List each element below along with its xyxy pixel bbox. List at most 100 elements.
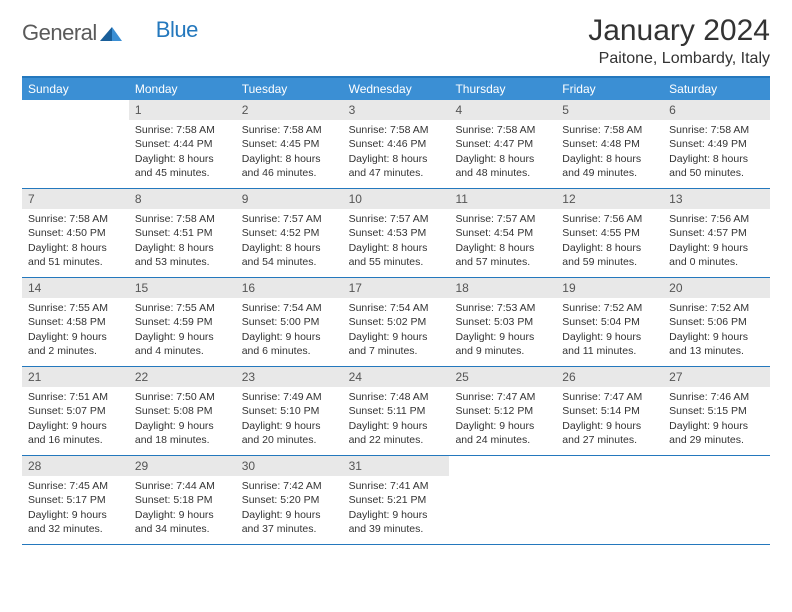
day-number: 20 (663, 278, 770, 298)
day-details: Sunrise: 7:58 AMSunset: 4:44 PMDaylight:… (129, 120, 236, 186)
day-details: Sunrise: 7:42 AMSunset: 5:20 PMDaylight:… (236, 476, 343, 542)
day-cell: 5Sunrise: 7:58 AMSunset: 4:48 PMDaylight… (556, 100, 663, 188)
day-cell: 12Sunrise: 7:56 AMSunset: 4:55 PMDayligh… (556, 189, 663, 277)
day-details: Sunrise: 7:58 AMSunset: 4:47 PMDaylight:… (449, 120, 556, 186)
title-block: January 2024 Paitone, Lombardy, Italy (588, 14, 770, 68)
day-details: Sunrise: 7:54 AMSunset: 5:00 PMDaylight:… (236, 298, 343, 364)
day-number: 19 (556, 278, 663, 298)
day-cell: 10Sunrise: 7:57 AMSunset: 4:53 PMDayligh… (343, 189, 450, 277)
day-cell: 21Sunrise: 7:51 AMSunset: 5:07 PMDayligh… (22, 367, 129, 455)
day-details: Sunrise: 7:44 AMSunset: 5:18 PMDaylight:… (129, 476, 236, 542)
month-title: January 2024 (588, 14, 770, 48)
day-cell: 27Sunrise: 7:46 AMSunset: 5:15 PMDayligh… (663, 367, 770, 455)
day-number: 8 (129, 189, 236, 209)
day-details: Sunrise: 7:51 AMSunset: 5:07 PMDaylight:… (22, 387, 129, 453)
day-details: Sunrise: 7:58 AMSunset: 4:51 PMDaylight:… (129, 209, 236, 275)
day-cell: 29Sunrise: 7:44 AMSunset: 5:18 PMDayligh… (129, 456, 236, 544)
day-details: Sunrise: 7:52 AMSunset: 5:06 PMDaylight:… (663, 298, 770, 364)
day-details: Sunrise: 7:54 AMSunset: 5:02 PMDaylight:… (343, 298, 450, 364)
day-header: Thursday (449, 78, 556, 100)
empty-cell (22, 100, 129, 188)
day-cell: 20Sunrise: 7:52 AMSunset: 5:06 PMDayligh… (663, 278, 770, 366)
day-cell: 7Sunrise: 7:58 AMSunset: 4:50 PMDaylight… (22, 189, 129, 277)
day-number: 11 (449, 189, 556, 209)
day-cell: 26Sunrise: 7:47 AMSunset: 5:14 PMDayligh… (556, 367, 663, 455)
day-cell: 3Sunrise: 7:58 AMSunset: 4:46 PMDaylight… (343, 100, 450, 188)
day-number: 12 (556, 189, 663, 209)
week-row: 21Sunrise: 7:51 AMSunset: 5:07 PMDayligh… (22, 367, 770, 456)
day-cell: 23Sunrise: 7:49 AMSunset: 5:10 PMDayligh… (236, 367, 343, 455)
day-number: 16 (236, 278, 343, 298)
location-subtitle: Paitone, Lombardy, Italy (588, 50, 770, 68)
day-number: 4 (449, 100, 556, 120)
day-number: 14 (22, 278, 129, 298)
day-cell: 14Sunrise: 7:55 AMSunset: 4:58 PMDayligh… (22, 278, 129, 366)
day-number: 13 (663, 189, 770, 209)
day-cell: 28Sunrise: 7:45 AMSunset: 5:17 PMDayligh… (22, 456, 129, 544)
day-number: 21 (22, 367, 129, 387)
brand-text-general: General (22, 20, 97, 46)
week-row: 28Sunrise: 7:45 AMSunset: 5:17 PMDayligh… (22, 456, 770, 545)
day-header: Tuesday (236, 78, 343, 100)
brand-triangle-icon (100, 24, 122, 42)
day-details: Sunrise: 7:49 AMSunset: 5:10 PMDaylight:… (236, 387, 343, 453)
day-number: 29 (129, 456, 236, 476)
day-cell: 24Sunrise: 7:48 AMSunset: 5:11 PMDayligh… (343, 367, 450, 455)
day-details: Sunrise: 7:41 AMSunset: 5:21 PMDaylight:… (343, 476, 450, 542)
page-header: General Blue January 2024 Paitone, Lomba… (22, 14, 770, 68)
day-details: Sunrise: 7:58 AMSunset: 4:50 PMDaylight:… (22, 209, 129, 275)
day-header: Monday (129, 78, 236, 100)
calendar-grid: SundayMondayTuesdayWednesdayThursdayFrid… (22, 76, 770, 545)
day-cell: 17Sunrise: 7:54 AMSunset: 5:02 PMDayligh… (343, 278, 450, 366)
day-number: 15 (129, 278, 236, 298)
day-details: Sunrise: 7:47 AMSunset: 5:14 PMDaylight:… (556, 387, 663, 453)
day-header: Friday (556, 78, 663, 100)
empty-cell (556, 456, 663, 544)
day-details: Sunrise: 7:57 AMSunset: 4:53 PMDaylight:… (343, 209, 450, 275)
day-number: 18 (449, 278, 556, 298)
brand-logo: General Blue (22, 14, 198, 46)
day-cell: 6Sunrise: 7:58 AMSunset: 4:49 PMDaylight… (663, 100, 770, 188)
day-details: Sunrise: 7:57 AMSunset: 4:52 PMDaylight:… (236, 209, 343, 275)
day-number: 25 (449, 367, 556, 387)
day-number: 10 (343, 189, 450, 209)
weeks-container: 1Sunrise: 7:58 AMSunset: 4:44 PMDaylight… (22, 100, 770, 545)
day-details: Sunrise: 7:48 AMSunset: 5:11 PMDaylight:… (343, 387, 450, 453)
day-number: 5 (556, 100, 663, 120)
week-row: 14Sunrise: 7:55 AMSunset: 4:58 PMDayligh… (22, 278, 770, 367)
day-number: 27 (663, 367, 770, 387)
day-number: 6 (663, 100, 770, 120)
day-cell: 8Sunrise: 7:58 AMSunset: 4:51 PMDaylight… (129, 189, 236, 277)
day-header-row: SundayMondayTuesdayWednesdayThursdayFrid… (22, 78, 770, 100)
day-details: Sunrise: 7:56 AMSunset: 4:55 PMDaylight:… (556, 209, 663, 275)
day-details: Sunrise: 7:53 AMSunset: 5:03 PMDaylight:… (449, 298, 556, 364)
day-number: 22 (129, 367, 236, 387)
day-details: Sunrise: 7:47 AMSunset: 5:12 PMDaylight:… (449, 387, 556, 453)
week-row: 7Sunrise: 7:58 AMSunset: 4:50 PMDaylight… (22, 189, 770, 278)
day-details: Sunrise: 7:56 AMSunset: 4:57 PMDaylight:… (663, 209, 770, 275)
day-cell: 16Sunrise: 7:54 AMSunset: 5:00 PMDayligh… (236, 278, 343, 366)
day-details: Sunrise: 7:46 AMSunset: 5:15 PMDaylight:… (663, 387, 770, 453)
empty-cell (449, 456, 556, 544)
day-details: Sunrise: 7:45 AMSunset: 5:17 PMDaylight:… (22, 476, 129, 542)
week-row: 1Sunrise: 7:58 AMSunset: 4:44 PMDaylight… (22, 100, 770, 189)
day-cell: 30Sunrise: 7:42 AMSunset: 5:20 PMDayligh… (236, 456, 343, 544)
empty-cell (663, 456, 770, 544)
day-header: Wednesday (343, 78, 450, 100)
day-number: 23 (236, 367, 343, 387)
day-number: 31 (343, 456, 450, 476)
brand-text-blue: Blue (156, 17, 198, 43)
day-details: Sunrise: 7:50 AMSunset: 5:08 PMDaylight:… (129, 387, 236, 453)
day-cell: 2Sunrise: 7:58 AMSunset: 4:45 PMDaylight… (236, 100, 343, 188)
day-cell: 1Sunrise: 7:58 AMSunset: 4:44 PMDaylight… (129, 100, 236, 188)
day-number: 3 (343, 100, 450, 120)
day-details: Sunrise: 7:55 AMSunset: 4:59 PMDaylight:… (129, 298, 236, 364)
day-details: Sunrise: 7:52 AMSunset: 5:04 PMDaylight:… (556, 298, 663, 364)
day-header: Saturday (663, 78, 770, 100)
day-number: 17 (343, 278, 450, 298)
day-cell: 15Sunrise: 7:55 AMSunset: 4:59 PMDayligh… (129, 278, 236, 366)
day-details: Sunrise: 7:57 AMSunset: 4:54 PMDaylight:… (449, 209, 556, 275)
day-header: Sunday (22, 78, 129, 100)
day-cell: 22Sunrise: 7:50 AMSunset: 5:08 PMDayligh… (129, 367, 236, 455)
day-cell: 11Sunrise: 7:57 AMSunset: 4:54 PMDayligh… (449, 189, 556, 277)
